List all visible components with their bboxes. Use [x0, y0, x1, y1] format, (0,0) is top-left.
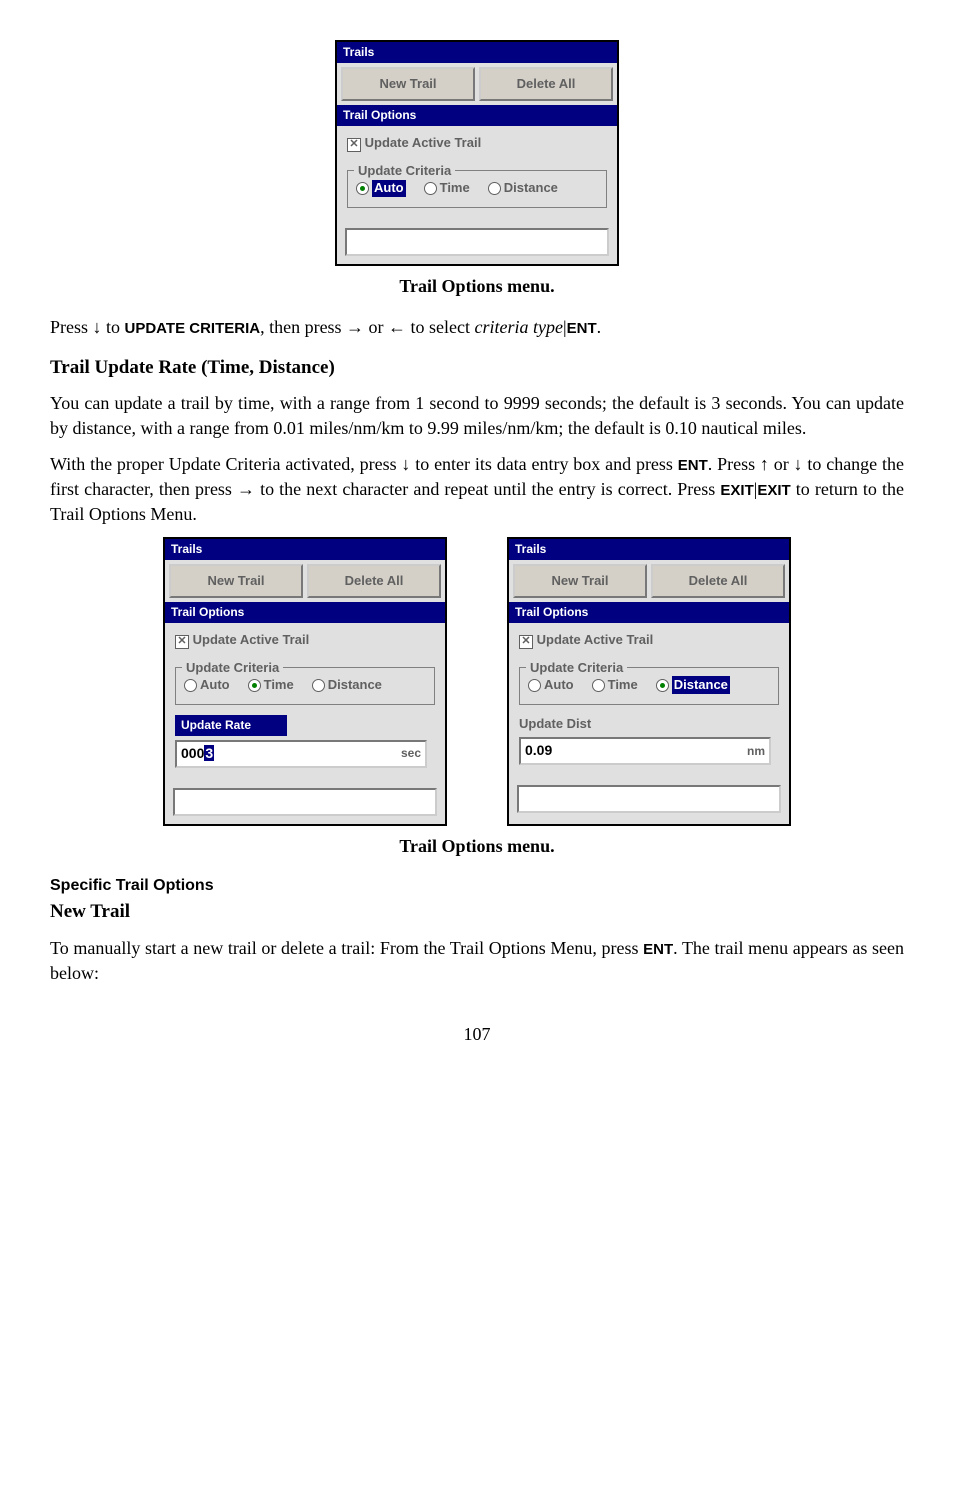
radio-distance-label: Distance [504, 179, 558, 197]
radio-auto-label: Auto [200, 676, 230, 694]
radio-time[interactable]: Time [424, 179, 470, 197]
para-update-instructions: With the proper Update Criteria activate… [50, 452, 904, 528]
fieldset-legend: Update Criteria [354, 162, 455, 180]
para-update-range: You can update a trail by time, with a r… [50, 391, 904, 441]
radio-row: Auto Time Distance [184, 676, 426, 694]
dist-unit: nm [747, 743, 765, 760]
radio-distance-label: Distance [672, 676, 730, 694]
trails-dialog-time: Trails New Trail Delete All Trail Option… [163, 537, 447, 826]
delete-all-button[interactable]: Delete All [651, 564, 785, 598]
heading-new-trail: New Trail [50, 899, 904, 926]
update-rate-label: Update Rate [175, 715, 287, 736]
checkbox-label: Update Active Trail [193, 632, 310, 647]
caption-2: Trail Options menu. [50, 834, 904, 859]
exit-key: EXIT [757, 482, 790, 499]
heading-specific-trail-options: Specific Trail Options [50, 875, 904, 897]
button-row: New Trail Delete All [509, 560, 789, 602]
radio-icon [356, 182, 369, 195]
exit-key: EXIT [720, 482, 753, 499]
radio-icon [592, 679, 605, 692]
page-number: 107 [50, 1022, 904, 1047]
trail-options-header: Trail Options [509, 602, 789, 623]
radio-distance[interactable]: Distance [312, 676, 382, 694]
dialog-body: ✕ Update Active Trail Update Criteria Au… [165, 623, 445, 780]
checkbox-label: Update Active Trail [365, 135, 482, 150]
rate-unit: sec [401, 745, 421, 762]
button-row: New Trail Delete All [165, 560, 445, 602]
radio-auto-label: Auto [372, 179, 406, 197]
dialog-body: ✕ Update Active Trail Update Criteria Au… [337, 126, 617, 220]
dialog-title: Trails [337, 42, 617, 63]
fieldset-legend: Update Criteria [526, 659, 627, 677]
radio-icon [656, 679, 669, 692]
radio-time[interactable]: Time [592, 676, 638, 694]
radio-icon [488, 182, 501, 195]
radio-row: Auto Time Distance [356, 179, 598, 197]
radio-auto[interactable]: Auto [356, 179, 406, 197]
heading-trail-update-rate: Trail Update Rate (Time, Distance) [50, 355, 904, 382]
radio-icon [528, 679, 541, 692]
update-rate-input[interactable]: 0003 sec [175, 740, 427, 768]
ent-key: ENT [678, 457, 708, 474]
checkbox-icon: ✕ [175, 635, 189, 649]
dialog-title: Trails [509, 539, 789, 560]
dist-value: 0.09 [525, 741, 552, 761]
radio-auto-label: Auto [544, 676, 574, 694]
delete-all-button[interactable]: Delete All [307, 564, 441, 598]
para-update-criteria: Press ↓ to UPDATE CRITERIA, then press →… [50, 315, 904, 340]
radio-time[interactable]: Time [248, 676, 294, 694]
trails-dialog-1: Trails New Trail Delete All Trail Option… [335, 40, 619, 266]
ent-key: ENT [567, 320, 597, 337]
update-active-trail-checkbox[interactable]: ✕ Update Active Trail [519, 631, 779, 649]
radio-row: Auto Time Distance [528, 676, 770, 694]
update-dist-input[interactable]: 0.09 nm [519, 737, 771, 765]
dialog-title: Trails [165, 539, 445, 560]
radio-time-label: Time [264, 676, 294, 694]
update-criteria-fieldset: Update Criteria Auto Time Distance [519, 667, 779, 705]
radio-time-label: Time [440, 179, 470, 197]
trail-options-header: Trail Options [337, 105, 617, 126]
fieldset-legend: Update Criteria [182, 659, 283, 677]
update-criteria-label: UPDATE CRITERIA [125, 320, 261, 337]
update-criteria-fieldset: Update Criteria Auto Time Distance [347, 170, 607, 208]
radio-auto[interactable]: Auto [184, 676, 230, 694]
update-active-trail-checkbox[interactable]: ✕ Update Active Trail [175, 631, 435, 649]
radio-icon [184, 679, 197, 692]
dialogs-row: Trails New Trail Delete All Trail Option… [50, 537, 904, 826]
new-trail-button[interactable]: New Trail [341, 67, 475, 101]
status-bar [173, 788, 437, 816]
radio-distance[interactable]: Distance [656, 676, 730, 694]
status-bar [517, 785, 781, 813]
para-new-trail: To manually start a new trail or delete … [50, 936, 904, 986]
radio-icon [424, 182, 437, 195]
dialog1-container: Trails New Trail Delete All Trail Option… [50, 40, 904, 266]
status-bar [345, 228, 609, 256]
new-trail-button[interactable]: New Trail [169, 564, 303, 598]
delete-all-button[interactable]: Delete All [479, 67, 613, 101]
radio-icon [312, 679, 325, 692]
update-dist-label: Update Dist [519, 715, 779, 733]
radio-distance[interactable]: Distance [488, 179, 558, 197]
update-criteria-fieldset: Update Criteria Auto Time Distance [175, 667, 435, 705]
checkbox-icon: ✕ [347, 138, 361, 152]
trails-dialog-distance: Trails New Trail Delete All Trail Option… [507, 537, 791, 826]
update-active-trail-checkbox[interactable]: ✕ Update Active Trail [347, 134, 607, 152]
new-trail-button[interactable]: New Trail [513, 564, 647, 598]
radio-distance-label: Distance [328, 676, 382, 694]
radio-time-label: Time [608, 676, 638, 694]
trail-options-header: Trail Options [165, 602, 445, 623]
radio-auto[interactable]: Auto [528, 676, 574, 694]
ent-key: ENT [643, 941, 673, 958]
dialog-body: ✕ Update Active Trail Update Criteria Au… [509, 623, 789, 777]
radio-icon [248, 679, 261, 692]
rate-value: 0003 [181, 744, 214, 764]
checkbox-label: Update Active Trail [537, 632, 654, 647]
checkbox-icon: ✕ [519, 635, 533, 649]
caption-1: Trail Options menu. [50, 274, 904, 299]
button-row: New Trail Delete All [337, 63, 617, 105]
